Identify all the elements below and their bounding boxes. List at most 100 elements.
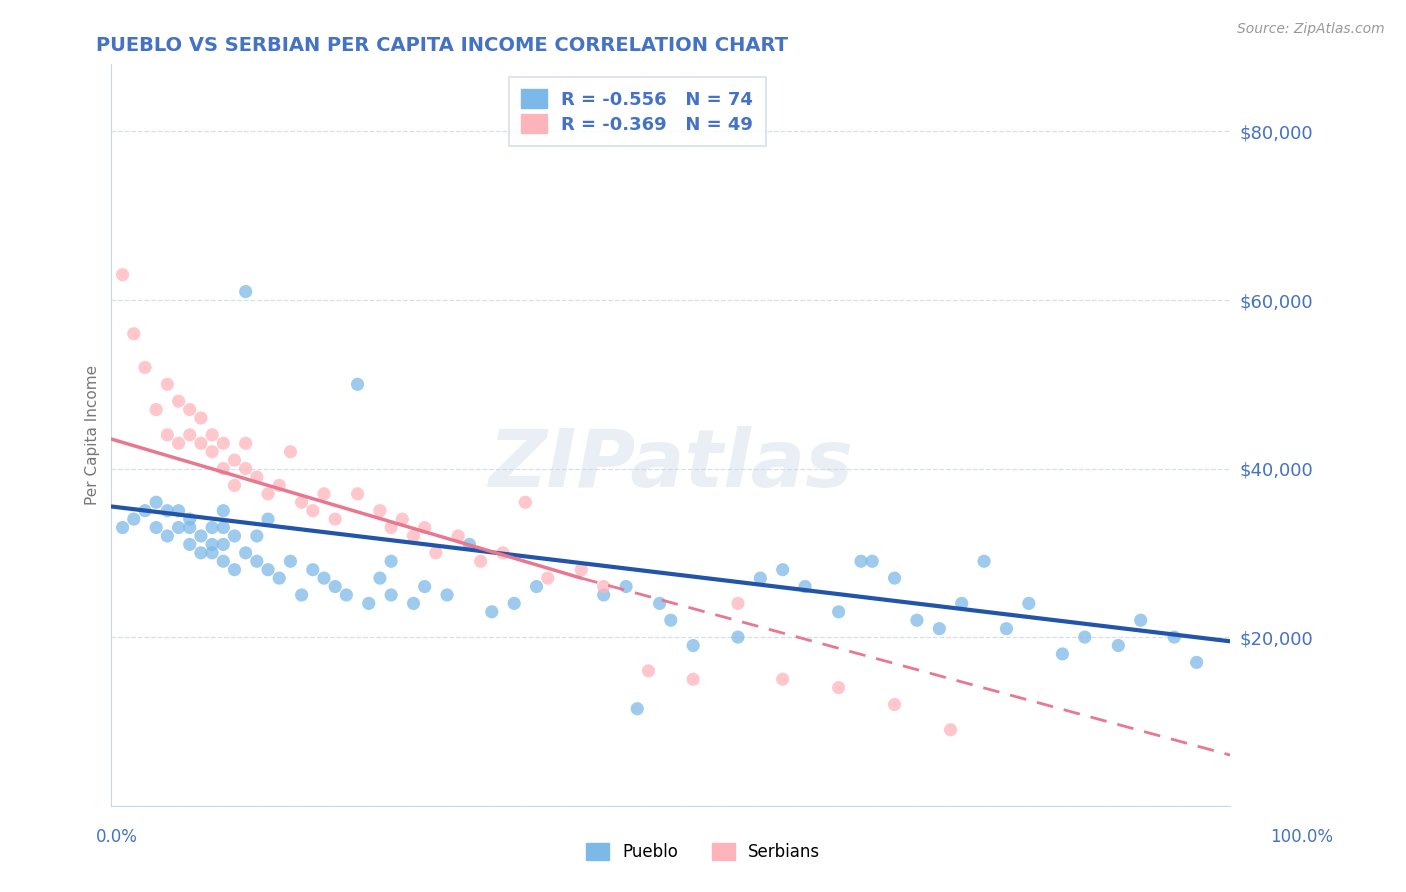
Point (368, 571, 391, 585)
Point (212, 554, 235, 568)
Point (1052, 647, 1074, 661)
Text: PUEBLO VS SERBIAN PER CAPITA INCOME CORRELATION CHART: PUEBLO VS SERBIAN PER CAPITA INCOME CORR… (96, 36, 787, 54)
Point (201, 546, 224, 560)
Point (883, 698, 905, 712)
Point (246, 529, 269, 543)
Point (1107, 639, 1129, 653)
Point (659, 613, 682, 627)
Point (883, 571, 905, 585)
Point (201, 444, 224, 458)
Point (269, 571, 291, 585)
Point (179, 512, 201, 526)
Point (827, 681, 849, 695)
Point (212, 537, 235, 551)
Point (1185, 656, 1208, 670)
Text: ZIPatlas: ZIPatlas (488, 425, 853, 503)
Point (323, 580, 346, 594)
Point (727, 630, 749, 644)
Point (224, 529, 246, 543)
Point (335, 588, 357, 602)
Point (280, 554, 302, 568)
Point (357, 596, 380, 610)
Point (682, 672, 704, 686)
Point (727, 596, 749, 610)
Point (425, 546, 447, 560)
Point (122, 512, 145, 526)
Point (526, 580, 548, 594)
Point (436, 588, 458, 602)
Point (190, 411, 212, 425)
Legend: Pueblo, Serbians: Pueblo, Serbians (579, 836, 827, 868)
Point (269, 478, 291, 492)
Point (246, 554, 269, 568)
Point (312, 487, 335, 501)
Point (291, 588, 314, 602)
Point (111, 520, 134, 534)
Point (212, 520, 235, 534)
Point (301, 504, 323, 518)
Point (201, 520, 224, 534)
Point (447, 529, 470, 543)
Point (301, 563, 323, 577)
Point (939, 723, 962, 737)
Point (190, 436, 212, 450)
Point (179, 402, 201, 417)
Point (637, 664, 659, 678)
Point (772, 563, 794, 577)
Y-axis label: Per Capita Income: Per Capita Income (86, 365, 100, 505)
Point (122, 326, 145, 341)
Point (346, 487, 368, 501)
Point (224, 478, 246, 492)
Text: Source: ZipAtlas.com: Source: ZipAtlas.com (1237, 22, 1385, 37)
Point (481, 605, 503, 619)
Point (470, 554, 492, 568)
Point (537, 571, 560, 585)
Point (224, 453, 246, 467)
Text: 100.0%: 100.0% (1270, 828, 1333, 846)
Point (515, 495, 537, 509)
Point (380, 588, 402, 602)
Point (179, 428, 201, 442)
Point (190, 546, 212, 560)
Point (257, 512, 280, 526)
Point (1129, 613, 1152, 627)
Point (167, 436, 190, 450)
Point (682, 639, 704, 653)
Point (569, 563, 592, 577)
Point (860, 554, 883, 568)
Point (380, 554, 402, 568)
Point (749, 571, 772, 585)
Point (167, 394, 190, 409)
Point (346, 377, 368, 392)
Point (212, 461, 235, 475)
Point (224, 563, 246, 577)
Text: 0.0%: 0.0% (96, 828, 138, 846)
Point (648, 596, 671, 610)
Point (905, 613, 928, 627)
Point (156, 377, 179, 392)
Point (235, 285, 257, 299)
Point (179, 537, 201, 551)
Point (1018, 596, 1040, 610)
Point (145, 402, 167, 417)
Point (190, 529, 212, 543)
Point (995, 622, 1018, 636)
Point (145, 520, 167, 534)
Point (592, 588, 614, 602)
Point (402, 596, 425, 610)
Point (772, 672, 794, 686)
Point (156, 504, 179, 518)
Point (246, 470, 269, 484)
Point (134, 504, 156, 518)
Point (212, 436, 235, 450)
Point (280, 444, 302, 458)
Point (413, 580, 436, 594)
Point (235, 461, 257, 475)
Point (323, 512, 346, 526)
Point (1074, 630, 1097, 644)
Point (973, 554, 995, 568)
Point (312, 571, 335, 585)
Point (201, 428, 224, 442)
Point (950, 596, 973, 610)
Point (458, 537, 481, 551)
